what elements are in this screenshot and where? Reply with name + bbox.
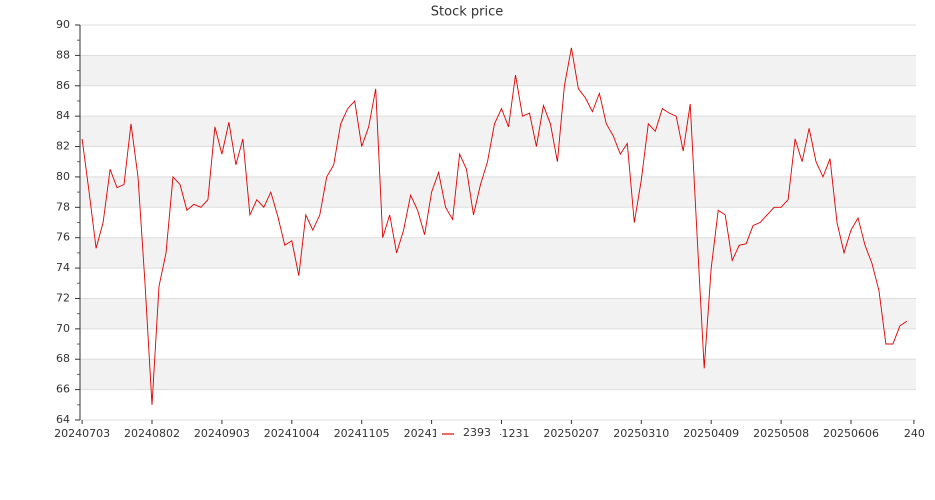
grid-band [80,176,916,208]
grid-band [80,359,916,390]
x-tick-label: 240 [904,427,925,440]
y-tick-label: 70 [56,322,70,335]
y-tick-label: 76 [56,231,70,244]
x-tick-label: 20240802 [124,427,180,440]
grid-band [80,55,916,86]
chart-title: Stock price [431,5,503,20]
y-tick-label: 72 [56,291,70,304]
y-tick-label: 82 [56,140,70,153]
grid-band [80,237,916,269]
y-tick-label: 78 [56,200,70,213]
y-tick-label: 68 [56,352,70,365]
legend: 2393 [436,424,500,444]
x-tick-label: 20240903 [194,427,250,440]
y-tick-label: 86 [56,79,70,92]
x-tick-label: 20250409 [683,427,739,440]
x-tick-label: 20250207 [543,427,599,440]
y-tick-label: 84 [56,109,70,122]
x-tick-label: 20250606 [823,427,879,440]
legend-box [436,424,500,444]
x-tick-label: 20241105 [334,427,390,440]
y-tick-label: 80 [56,170,70,183]
y-tick-label: 74 [56,261,70,274]
legend-label: 2393 [463,426,491,439]
y-tick-label: 90 [56,18,70,31]
y-tick-label: 88 [56,48,70,61]
grid-band [80,116,916,147]
x-tick-label: 20241004 [264,427,320,440]
x-tick-label: 20250508 [753,427,809,440]
x-tick-label: 20240703 [54,427,110,440]
y-tick-label: 64 [56,413,70,426]
grid-band [80,298,916,329]
x-tick-label: 20250310 [613,427,669,440]
line-series [81,47,908,405]
y-tick-label: 66 [56,383,70,396]
